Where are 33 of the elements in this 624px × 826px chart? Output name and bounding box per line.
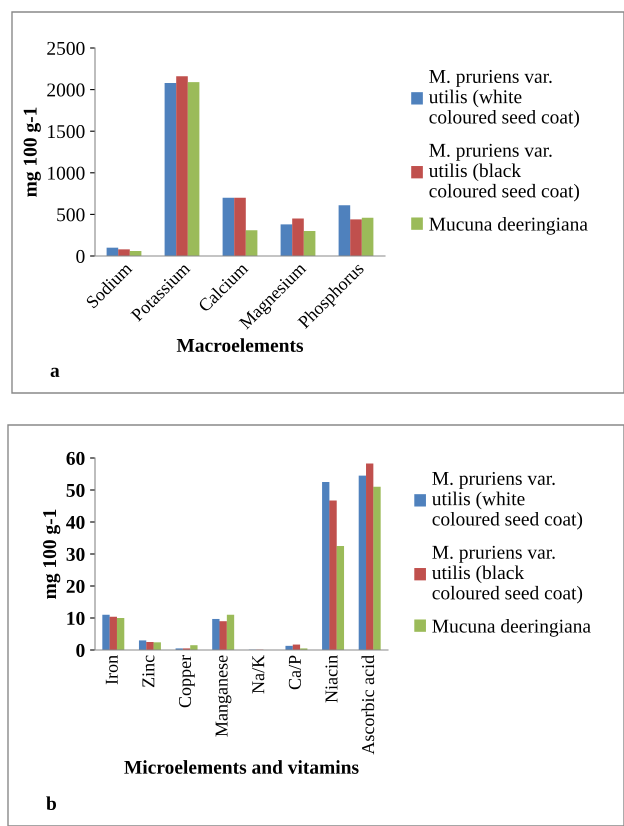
x-tick-label: Copper bbox=[178, 655, 195, 708]
y-tick-label: 60 bbox=[66, 452, 85, 465]
y-tick-label: 500 bbox=[57, 208, 85, 222]
text: a bbox=[50, 368, 60, 378]
y-tick-label: 1000 bbox=[48, 166, 85, 180]
y-axis-title: mg 100 g-1 bbox=[43, 510, 60, 599]
legend-label: M. pruriens var. utilis (white coloured seed coat) bbox=[428, 70, 580, 128]
y-tick-label: 50 bbox=[66, 484, 85, 497]
legend-label: Mucuna deeringiana bbox=[429, 217, 588, 235]
legend-label: M. pruriens var. utilis (white coloured seed coat) bbox=[432, 472, 582, 530]
x-axis-title: Microelements and vitamins bbox=[124, 760, 359, 774]
x-axis-title: Macroelements bbox=[176, 338, 304, 352]
y-tick-label: 2000 bbox=[47, 83, 85, 97]
legend-label: M. pruriens var. utilis (black coloured seed coat) bbox=[428, 144, 580, 202]
text: b bbox=[46, 796, 56, 810]
x-tick-label: Na/K bbox=[252, 655, 264, 694]
legend-label: Mucuna deeringiana bbox=[432, 619, 591, 637]
y-tick-label: 0 bbox=[76, 644, 85, 657]
x-tick-label: Manganese bbox=[216, 655, 232, 737]
y-tick-label: 2500 bbox=[47, 42, 85, 55]
x-tick-label: Ca/P bbox=[288, 656, 301, 690]
y-tick-label: 40 bbox=[66, 516, 85, 529]
x-tick-label: Ascorbic acid bbox=[362, 655, 374, 754]
y-tick-label: 20 bbox=[66, 580, 85, 593]
y-axis-title: mg 100 g-1 bbox=[24, 108, 41, 197]
y-tick-label: 30 bbox=[66, 548, 85, 561]
x-tick-label: Niacin bbox=[325, 655, 338, 702]
x-tick-label: Zinc bbox=[142, 655, 154, 688]
y-tick-label: 0 bbox=[76, 250, 85, 263]
y-tick-label: 1500 bbox=[48, 125, 85, 138]
y-tick-label: 10 bbox=[67, 612, 85, 625]
legend-label: M. pruriens var. utilis (black coloured seed coat) bbox=[432, 546, 582, 604]
x-tick-label: Iron bbox=[106, 655, 118, 684]
